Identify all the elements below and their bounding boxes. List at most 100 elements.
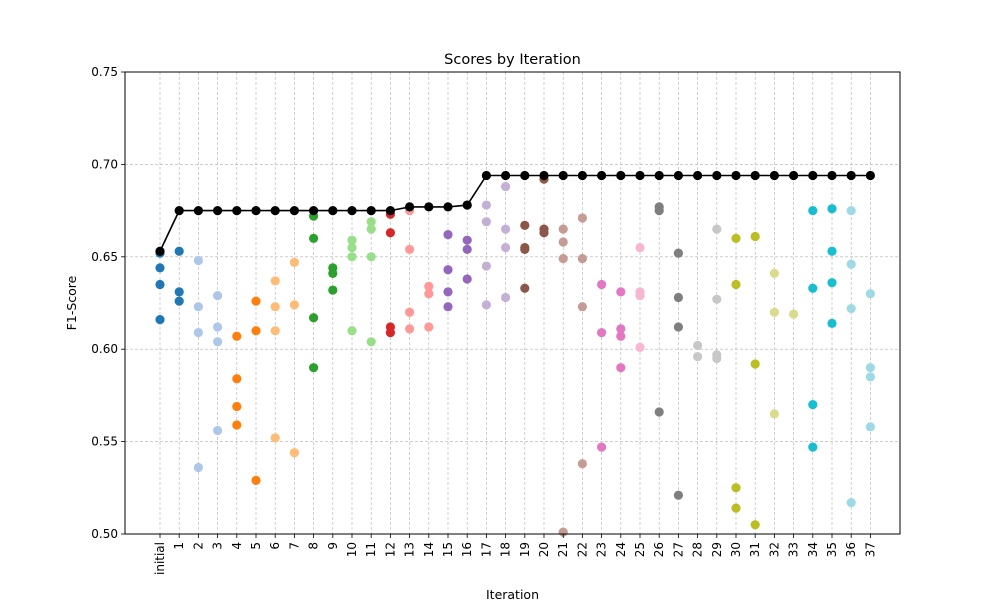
score-point — [213, 322, 223, 332]
score-point — [693, 351, 703, 362]
x-tick-label: 5 — [249, 542, 263, 550]
score-point — [673, 248, 684, 258]
y-tick-label: 0.60 — [91, 342, 118, 356]
score-point — [155, 263, 165, 273]
score-point — [808, 400, 818, 410]
score-point — [865, 363, 876, 373]
best-score-point — [673, 170, 684, 181]
score-point — [769, 268, 780, 279]
score-point — [443, 287, 453, 297]
score-point — [443, 265, 453, 275]
best-score-point — [328, 206, 338, 216]
x-tick-label: 27 — [671, 542, 685, 557]
score-point — [673, 292, 684, 303]
best-score-point — [366, 206, 376, 216]
score-point — [309, 313, 319, 323]
grid-lines — [125, 71, 900, 535]
score-point — [385, 327, 395, 338]
best-score-point — [597, 170, 607, 181]
best-score-point — [347, 206, 357, 216]
score-point — [673, 322, 684, 332]
score-point — [251, 475, 261, 486]
x-tick-label: 10 — [345, 542, 359, 557]
scatter-points — [155, 174, 876, 537]
score-point — [577, 213, 588, 223]
score-point — [232, 374, 242, 384]
best-score-point — [827, 170, 837, 181]
best-score-point — [251, 206, 261, 216]
score-point — [501, 181, 511, 192]
best-score-point — [232, 206, 242, 216]
score-point — [347, 252, 357, 262]
best-score-points — [155, 170, 876, 256]
best-score-point — [712, 170, 722, 181]
score-point — [232, 401, 242, 412]
score-point — [462, 274, 472, 284]
score-point — [405, 324, 415, 334]
score-point — [309, 233, 319, 243]
best-score-point — [693, 170, 703, 181]
score-point — [558, 237, 568, 247]
score-point — [270, 302, 280, 312]
score-point — [616, 363, 626, 373]
x-tick-label: 31 — [748, 542, 762, 557]
x-tick-label: 24 — [614, 542, 628, 557]
score-point — [520, 220, 530, 230]
score-point — [654, 407, 664, 417]
x-tick-label: 11 — [364, 542, 378, 557]
best-score-point — [865, 170, 876, 181]
score-point — [501, 242, 511, 253]
best-score-point — [481, 170, 491, 181]
score-point — [539, 228, 549, 238]
best-score-point — [520, 170, 530, 181]
x-tick-label: 36 — [844, 542, 858, 557]
score-point — [827, 318, 837, 328]
score-point — [827, 246, 837, 256]
x-tick-label: 37 — [863, 542, 877, 557]
score-point — [731, 279, 741, 290]
score-point — [366, 337, 376, 347]
score-point — [251, 296, 261, 306]
score-point — [750, 359, 760, 369]
x-tick-label: 7 — [287, 542, 301, 550]
x-tick-label: 35 — [825, 542, 839, 557]
score-point — [846, 206, 856, 216]
score-point — [827, 204, 837, 214]
score-point — [693, 340, 703, 351]
score-point — [731, 233, 741, 243]
best-score-point — [750, 170, 760, 181]
score-point — [481, 261, 491, 271]
score-point — [289, 257, 299, 267]
score-point — [462, 244, 472, 255]
score-point — [577, 302, 588, 312]
score-point — [481, 217, 491, 227]
best-score-line-group — [159, 174, 871, 252]
score-point — [251, 326, 261, 336]
score-point — [769, 307, 780, 317]
score-point — [405, 307, 415, 317]
score-point — [846, 259, 856, 269]
score-point — [193, 462, 203, 473]
score-point — [597, 327, 607, 338]
score-point — [558, 224, 568, 234]
score-point — [769, 409, 780, 419]
y-tick-label: 0.70 — [91, 157, 118, 171]
score-point — [328, 268, 338, 279]
score-point — [270, 276, 280, 286]
score-point — [597, 442, 607, 452]
score-point — [155, 279, 165, 290]
score-point — [193, 302, 203, 312]
score-point — [347, 235, 357, 245]
y-tick-label: 0.50 — [91, 527, 118, 541]
score-point — [731, 483, 741, 493]
score-point — [616, 287, 626, 297]
x-tick-label: initial — [153, 542, 167, 575]
best-score-point — [462, 200, 472, 210]
best-score-point — [731, 170, 741, 181]
x-tick-label: 26 — [652, 542, 666, 557]
score-point — [270, 433, 280, 443]
x-tick-label: 3 — [211, 542, 225, 550]
x-tick-label: 18 — [499, 542, 513, 557]
score-point — [424, 281, 434, 291]
chart-title: Scores by Iteration — [444, 52, 581, 68]
